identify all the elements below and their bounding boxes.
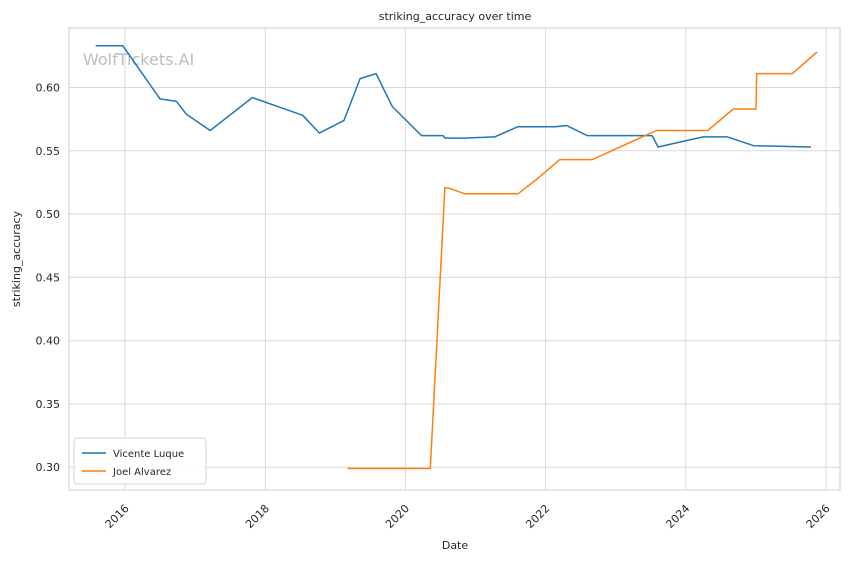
x-tick-label: 2016 <box>103 502 132 531</box>
x-tick-label: 2018 <box>243 502 272 531</box>
plot-area-frame <box>68 27 841 491</box>
legend-label: Vicente Luque <box>113 449 184 460</box>
y-axis-title: striking_accuracy <box>10 210 23 307</box>
y-tick-label: 0.60 <box>36 81 61 94</box>
series-lines <box>95 44 818 470</box>
y-tick-label: 0.30 <box>36 461 61 474</box>
legend-label: Joel Alvarez <box>112 467 171 478</box>
x-tick-label: 2024 <box>663 502 692 531</box>
grid-lines <box>69 28 840 490</box>
legend: Vicente Luque Joel Alvarez <box>73 437 207 485</box>
x-axis-tick-labels: 2016 2018 2020 2022 2024 2026 <box>103 502 833 531</box>
x-tick-label: 2026 <box>804 502 833 531</box>
y-axis-tick-labels: 0.30 0.35 0.40 0.45 0.50 0.55 0.60 <box>36 81 61 474</box>
y-tick-label: 0.40 <box>36 335 61 348</box>
series-line-0 <box>95 44 812 148</box>
chart-title: striking_accuracy over time <box>379 10 532 23</box>
y-tick-label: 0.45 <box>36 271 61 284</box>
x-tick-label: 2020 <box>383 502 412 531</box>
watermark-text: WolfTickets.AI <box>83 50 194 69</box>
legend-box <box>73 437 207 485</box>
series-line-1 <box>347 51 818 470</box>
y-tick-label: 0.35 <box>36 398 61 411</box>
x-axis-title: Date <box>442 539 469 552</box>
x-tick-label: 2022 <box>523 502 552 531</box>
y-tick-label: 0.50 <box>36 208 61 221</box>
y-tick-label: 0.55 <box>36 145 61 158</box>
